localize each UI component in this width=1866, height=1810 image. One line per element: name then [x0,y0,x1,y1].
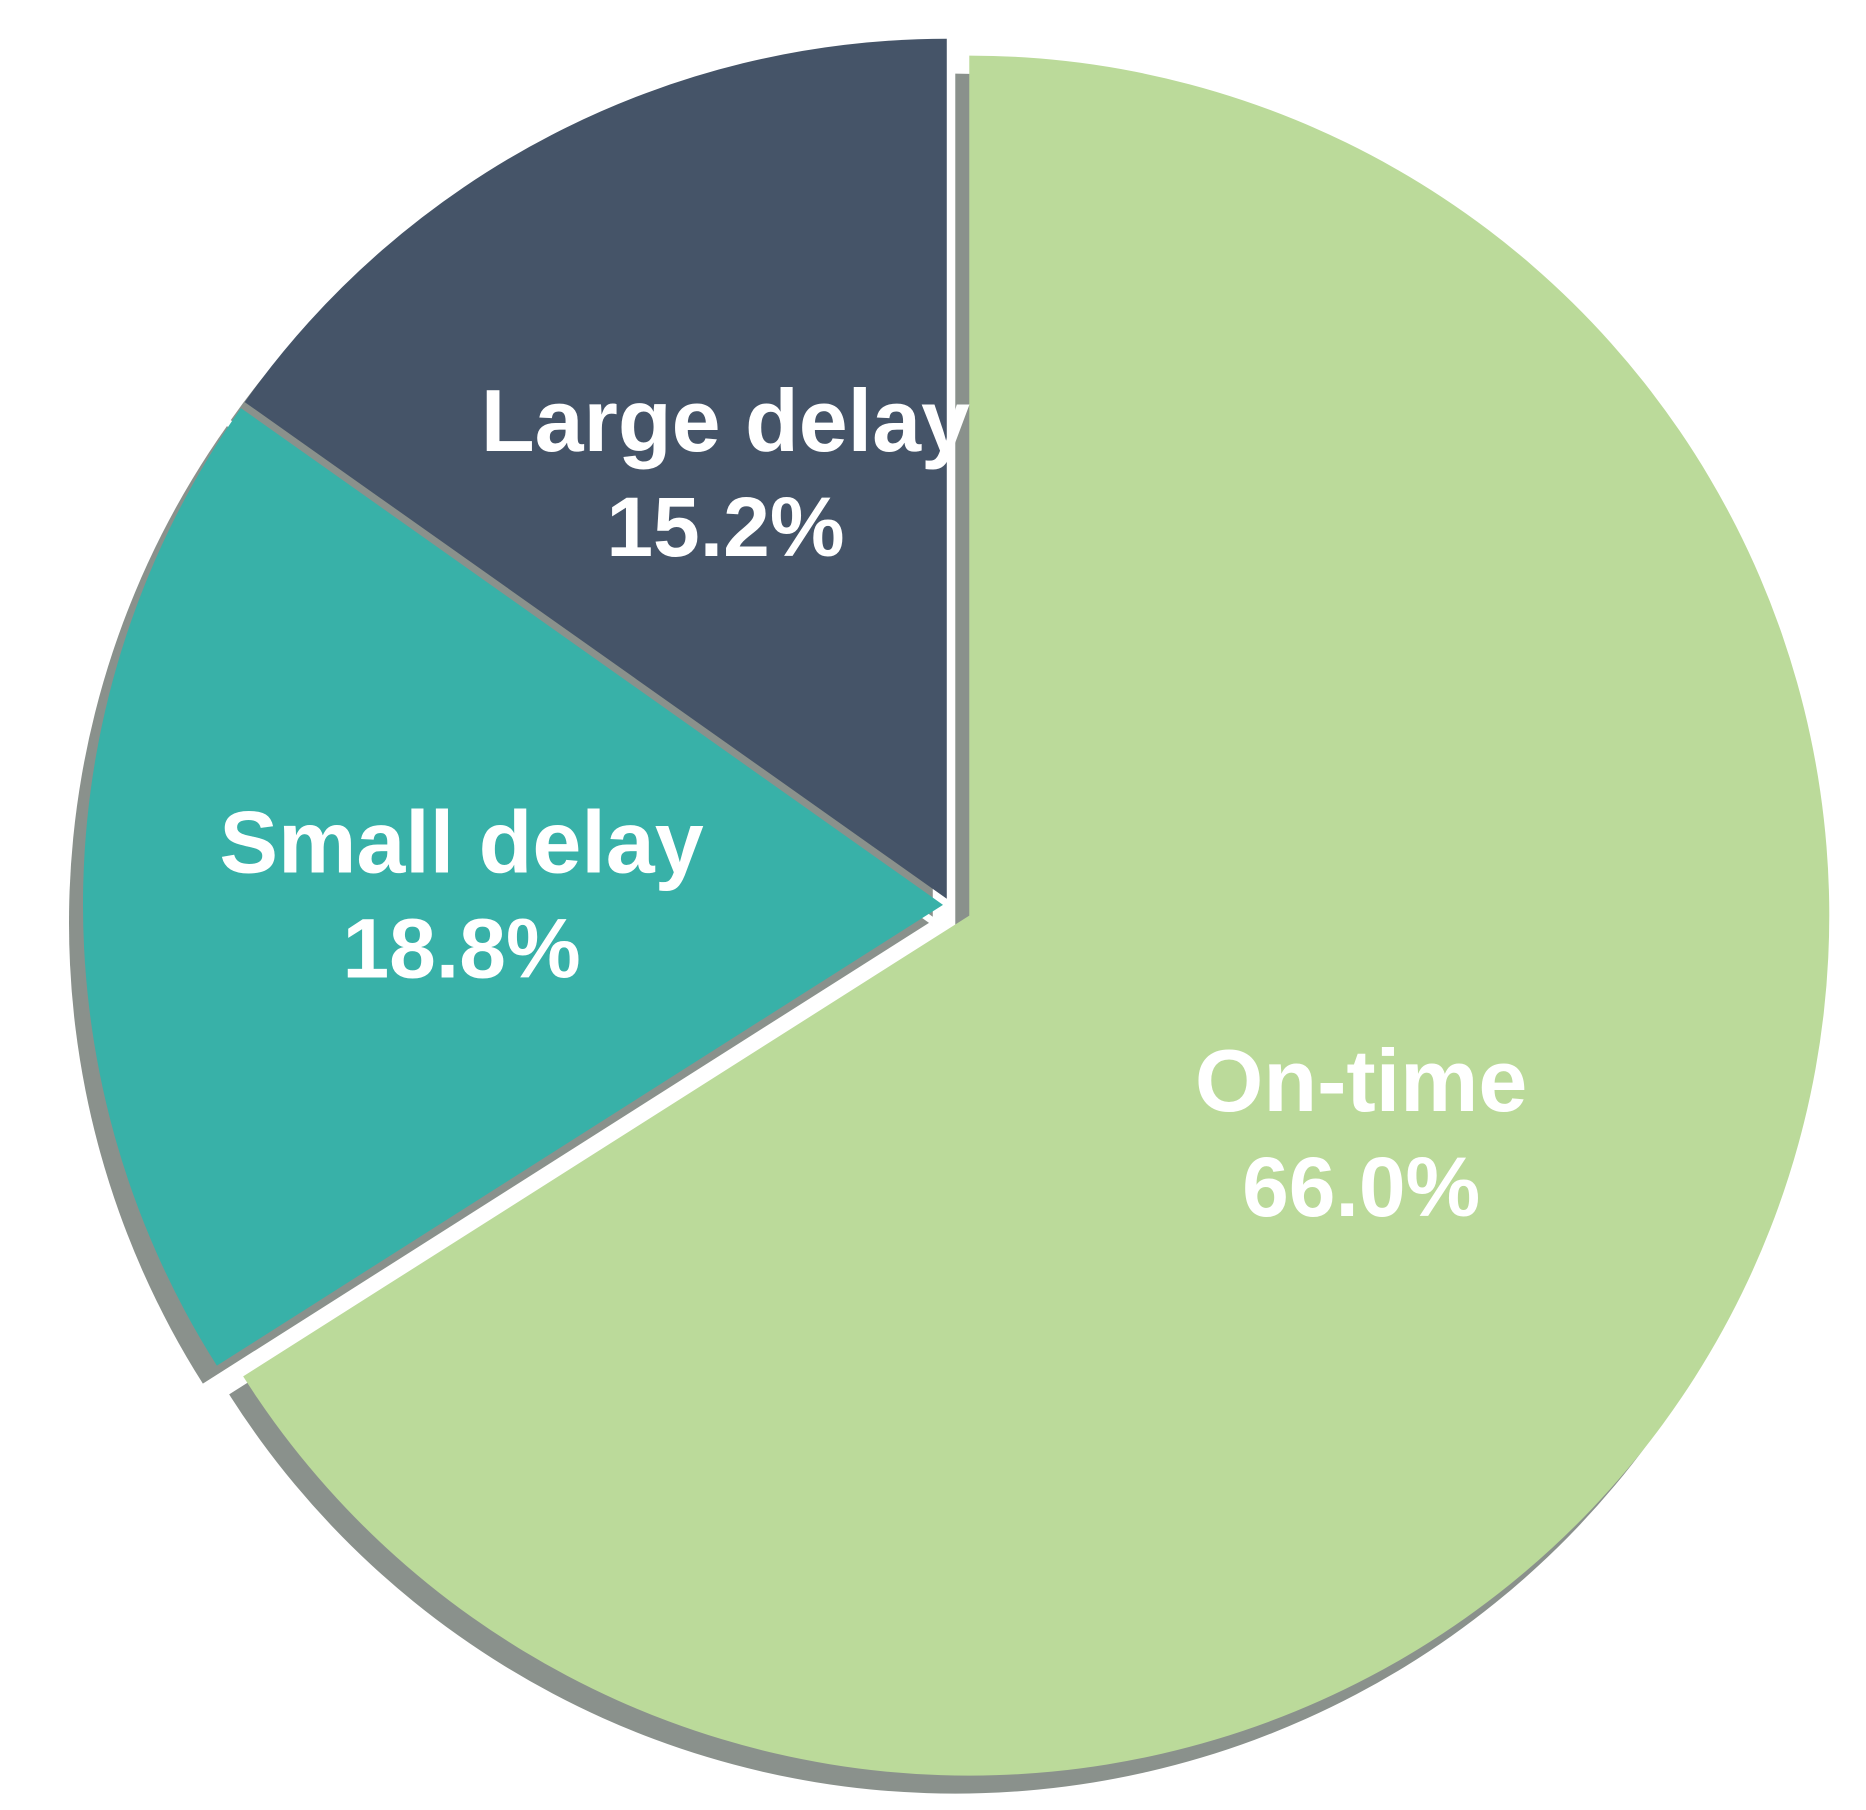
slice-small-delay [83,408,944,1366]
slice-label-small-delay: Small delay [219,793,703,892]
slice-value-on-time: 66.0% [1242,1140,1480,1234]
slice-value-small-delay: 18.8% [342,902,580,996]
slice-on-time [243,55,1830,1776]
slice-value-large-delay: 15.2% [606,480,844,574]
slice-label-on-time: On-time [1195,1031,1527,1130]
slice-large-delay [244,38,947,899]
slices [83,38,1830,1776]
slice-labels: On-time 66.0% Small delay 18.8% Large delay 1… [219,371,1527,1234]
slice-label-large-delay: Large delay [481,371,970,470]
